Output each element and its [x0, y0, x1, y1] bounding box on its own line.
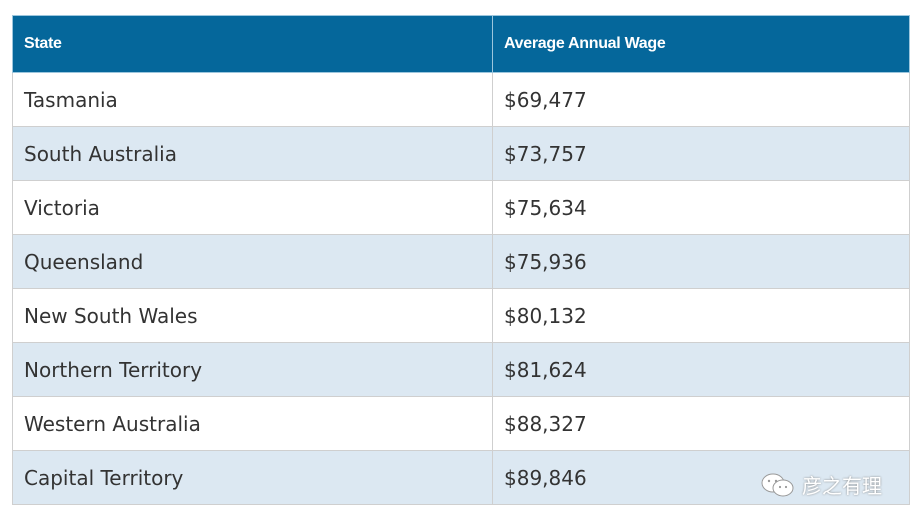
wage-cell: $88,327	[492, 396, 910, 451]
state-cell: Western Australia	[12, 396, 493, 451]
header-row: State Average Annual Wage	[12, 15, 910, 73]
wage-cell: $75,634	[492, 180, 910, 235]
state-cell: South Australia	[12, 126, 493, 181]
state-cell: Northern Territory	[12, 342, 493, 397]
table-row: Tasmania $69,477	[12, 72, 910, 127]
wage-cell: $89,846	[492, 450, 910, 505]
watermark-text: 彦之有理	[802, 474, 882, 498]
table-row: Queensland $75,936	[12, 234, 910, 289]
wage-table: State Average Annual Wage Tasmania $69,47…	[12, 15, 910, 505]
state-cell: Victoria	[12, 180, 493, 235]
header-state: State	[12, 15, 493, 73]
table-row: Capital Territory $89,846	[12, 450, 910, 505]
table-row: Victoria $75,634	[12, 180, 910, 235]
table-row: Western Australia $88,327	[12, 396, 910, 451]
watermark: 彦之有理	[760, 470, 882, 499]
wage-cell: $73,757	[492, 126, 910, 181]
table-row: South Australia $73,757	[12, 126, 910, 181]
state-cell: Tasmania	[12, 72, 493, 127]
wechat-icon	[761, 473, 794, 496]
table-row: Northern Territory $81,624	[12, 342, 910, 397]
state-cell: New South Wales	[12, 288, 493, 343]
state-cell: Capital Territory	[12, 450, 493, 505]
state-cell: Queensland	[12, 234, 493, 289]
wage-cell: $75,936	[492, 234, 910, 289]
table-row: New South Wales $80,132	[12, 288, 910, 343]
wage-cell: $69,477	[492, 72, 910, 127]
wage-cell: $81,624	[492, 342, 910, 397]
wage-cell: $80,132	[492, 288, 910, 343]
header-wage: Average Annual Wage	[492, 15, 910, 73]
